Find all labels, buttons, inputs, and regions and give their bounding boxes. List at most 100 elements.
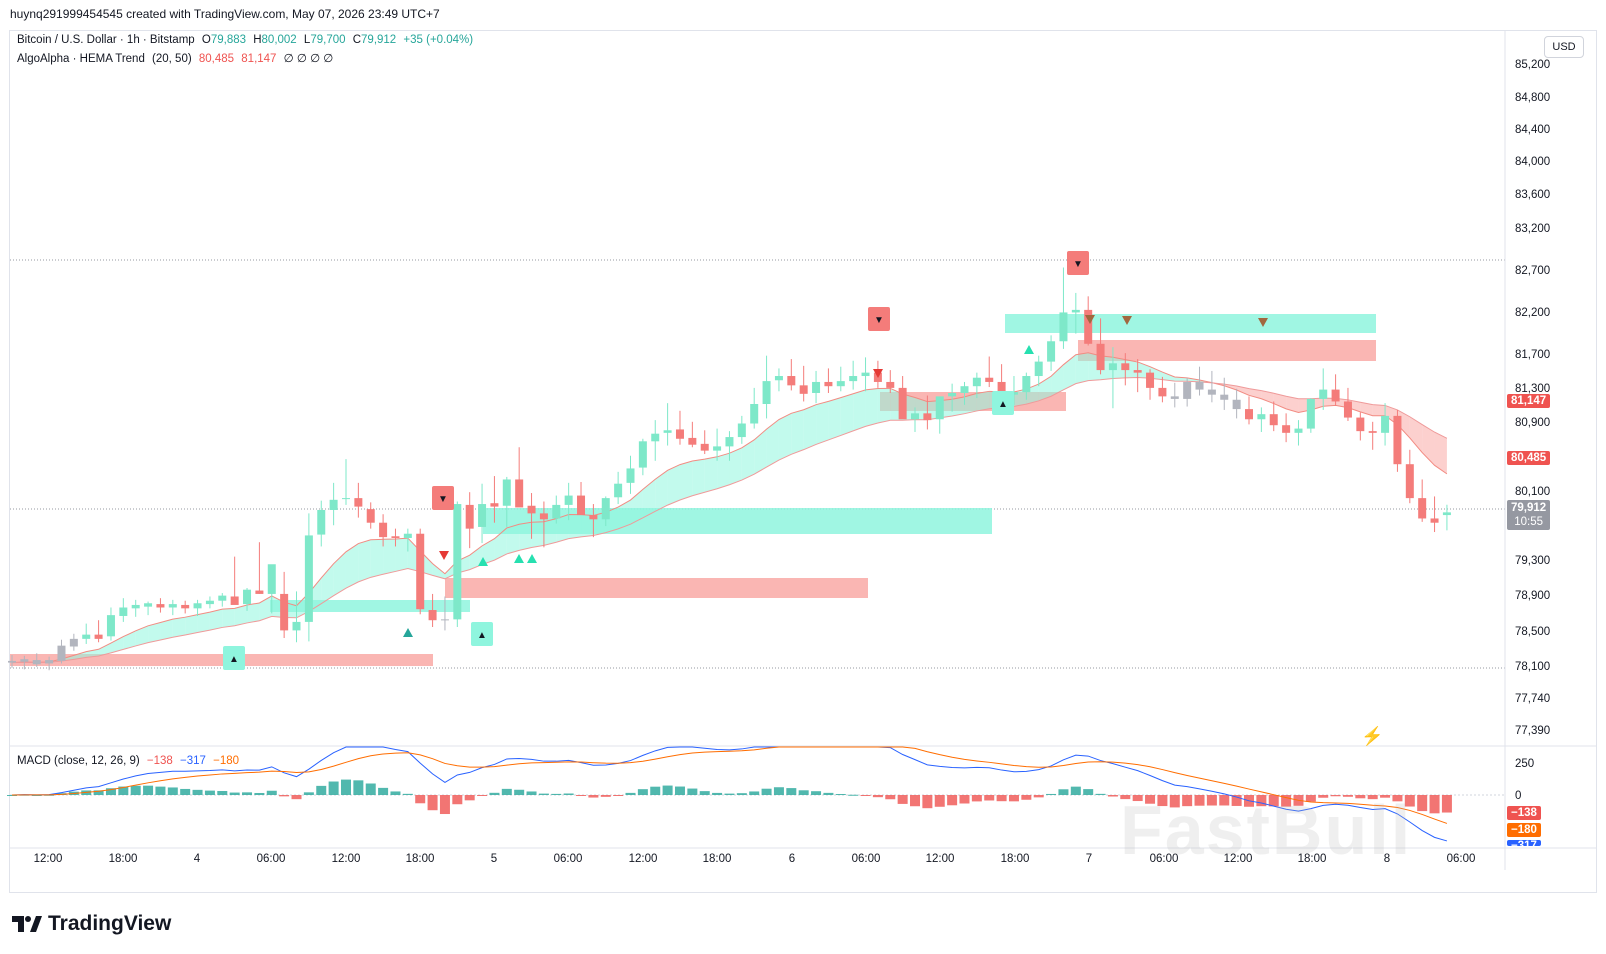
macd-legend[interactable]: MACD (close, 12, 26, 9) −138 −317 −180 [17, 755, 243, 767]
ribbon-segment [135, 625, 149, 646]
bear-arrow [1122, 316, 1132, 325]
macd-signal-line [11, 746, 1448, 824]
time-axis-label: 12:00 [34, 853, 63, 865]
candle-body [465, 504, 474, 529]
ribbon-segment [73, 651, 87, 660]
indicator-empties: ∅ ∅ ∅ ∅ [283, 53, 334, 65]
candle-body [997, 381, 1006, 395]
price-axis-label: 85,200 [1515, 59, 1550, 71]
macd-histogram-bar [501, 788, 512, 795]
macd-histogram-bar [687, 788, 698, 795]
indicator-name: AlgoAlpha · HEMA Trend [17, 53, 145, 65]
candle-body [564, 495, 573, 505]
candle-body [861, 372, 870, 377]
macd-histogram-bar [1033, 795, 1044, 798]
ribbon-segment [1434, 432, 1447, 474]
currency-button[interactable]: USD [1544, 36, 1584, 58]
bull-arrow [1024, 345, 1034, 354]
macd-histogram-bar [477, 795, 488, 796]
bull-arrow [527, 554, 537, 563]
macd-histogram-bar [1169, 795, 1180, 808]
candle-body [1368, 431, 1377, 433]
ribbon-segment [729, 447, 742, 485]
candle-body [589, 515, 598, 520]
bear-arrow [1258, 318, 1268, 327]
macd-histogram-bar [254, 792, 265, 795]
indicator-legend[interactable]: AlgoAlpha · HEMA Trend (20, 50) 80,485 8… [17, 51, 337, 65]
ribbon-segment [172, 617, 186, 638]
candle-body [8, 660, 16, 663]
time-axis-label: 18:00 [406, 853, 435, 865]
time-axis-label: 06:00 [554, 853, 583, 865]
buy-label [471, 622, 493, 646]
candle-body [1158, 387, 1167, 397]
macd-line [11, 746, 1448, 842]
high-value: 80,002 [261, 34, 297, 46]
ribbon-segment [148, 622, 161, 643]
macd-histogram-bar [996, 795, 1007, 802]
lightning-icon[interactable]: ⚡ [1361, 726, 1384, 746]
ribbon-segment [568, 514, 582, 539]
macd-histogram-bar [947, 795, 958, 806]
ribbon-segment [358, 539, 371, 582]
time-axis-label: 6 [789, 853, 795, 865]
symbol-legend[interactable]: Bitcoin / U.S. Dollar · 1h · Bitstamp O7… [17, 34, 477, 46]
macd-histogram-bar [1281, 795, 1292, 807]
macd-histogram-bar [1194, 795, 1205, 806]
high-label: H [253, 34, 262, 46]
ribbon-segment [247, 602, 260, 623]
macd-histogram-bar [922, 795, 933, 809]
price-axis-label: 81,300 [1515, 383, 1550, 395]
macd-histogram-bar [1441, 795, 1452, 813]
time-axis-label: 06:00 [852, 853, 881, 865]
price-axis-label: 84,800 [1515, 92, 1550, 104]
macd-signal-tag: −180 [1507, 823, 1541, 837]
candle-body [1245, 409, 1253, 420]
candle-body [1269, 414, 1278, 426]
ribbon-segment [519, 522, 532, 551]
candle-body [1183, 381, 1192, 399]
macd-histogram-bar [31, 794, 42, 796]
ribbon-segment [98, 643, 111, 656]
price-axis-label: 80,100 [1515, 486, 1550, 498]
price-axis-label: 84,400 [1515, 124, 1550, 136]
macd-histogram-bar [848, 794, 859, 796]
macd-histogram-bar [1429, 795, 1440, 814]
candle-body [713, 446, 722, 451]
hema-slow-line [11, 376, 1448, 664]
candle-body [1133, 370, 1142, 373]
candle-body [1430, 518, 1439, 523]
macd-histogram-bar [291, 795, 302, 800]
candle-body [812, 381, 821, 393]
candle-body [428, 610, 437, 621]
time-axis-label: 12:00 [1224, 853, 1253, 865]
ribbon-segment [1372, 404, 1386, 416]
macd-histogram-bar [1256, 795, 1267, 807]
time-axis-label: 7 [1086, 853, 1092, 865]
tradingview-logo[interactable]: TradingView [12, 912, 171, 936]
macd-histogram-bar [835, 794, 846, 796]
ribbon-segment [766, 419, 779, 468]
watermark-text: FastBull [1120, 791, 1413, 869]
ribbon-segment [865, 388, 878, 427]
candle-body [304, 535, 313, 622]
ribbon-segment [160, 619, 173, 640]
price-axis-label: 82,700 [1515, 265, 1550, 277]
candle-body [675, 429, 684, 439]
candle-body [243, 589, 252, 605]
candle-body [1022, 376, 1031, 393]
candle-body [94, 634, 103, 639]
ribbon-segment [469, 545, 483, 570]
candle-body [960, 386, 969, 393]
candle-body [478, 504, 487, 527]
time-axis-label: 4 [194, 853, 201, 865]
macd-histogram-bar [749, 791, 760, 795]
macd-histogram-bar [971, 795, 982, 802]
macd-histogram-bar [897, 795, 908, 804]
ribbon-segment [964, 393, 977, 414]
ribbon-segment [840, 393, 854, 436]
buy-label-glyph: ▲ [998, 399, 1008, 410]
candle-body [1108, 363, 1117, 371]
low-label: L [303, 34, 311, 46]
